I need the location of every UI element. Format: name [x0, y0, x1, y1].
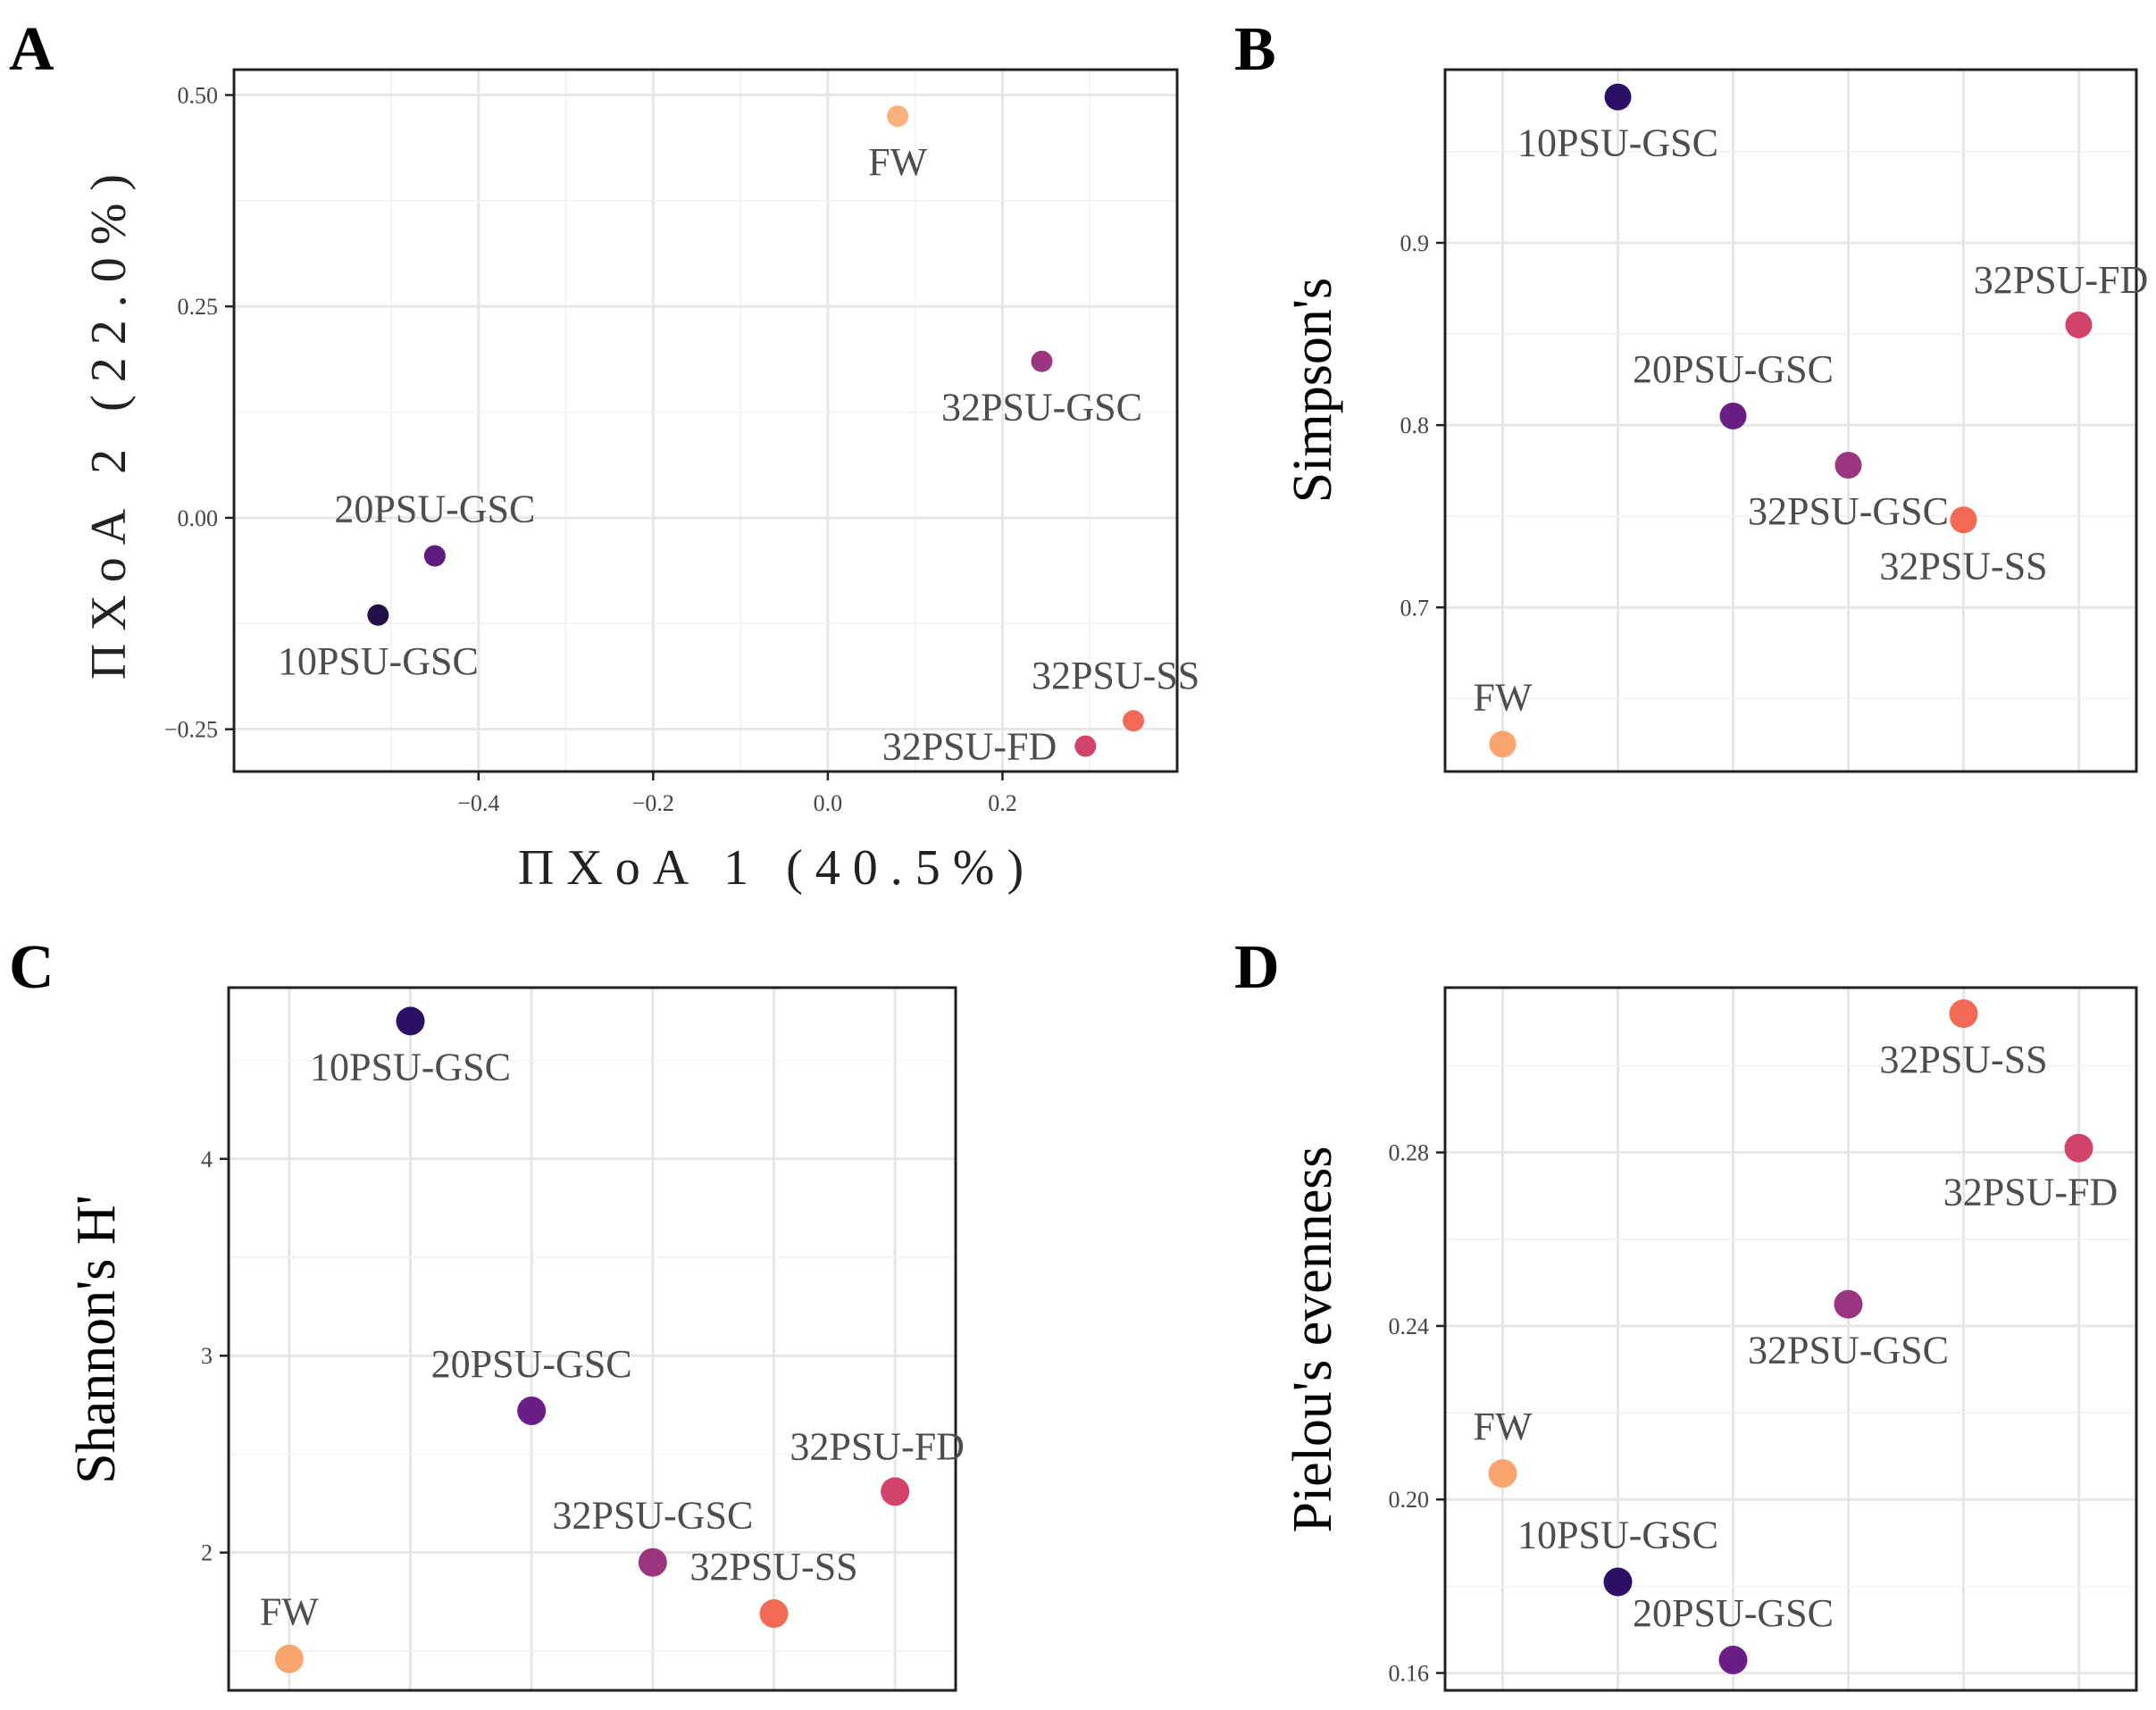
y-tick-label: 2	[201, 1540, 213, 1566]
data-point	[1950, 506, 1977, 534]
data-point	[517, 1396, 547, 1425]
data-point	[1488, 1459, 1517, 1489]
point-label: 20PSU-GSC	[334, 488, 535, 531]
x-tick-label: 0.2	[988, 790, 1017, 816]
y-tick-label: −0.25	[164, 717, 218, 743]
data-point	[1834, 452, 1862, 480]
data-point	[2064, 1133, 2093, 1163]
point-label: 32PSU-GSC	[1748, 1329, 1949, 1372]
plot-frame	[1443, 68, 2138, 773]
data-point	[1834, 1289, 1863, 1319]
point-label: 32PSU-GSC	[1748, 489, 1949, 533]
point-label: FW	[868, 140, 927, 184]
data-point	[1031, 350, 1053, 372]
y-tick-label: 0.16	[1389, 1661, 1430, 1687]
panel-a: A −0.25 0.00 0.25 0.50 −0.4 −0.2 0.0 0.2 ΠΧοΑ 2 (…	[9, 15, 1199, 896]
point-label: 32PSU-FD	[882, 725, 1057, 769]
point-label: 32PSU-SS	[1879, 1038, 2047, 1081]
data-point	[2065, 311, 2093, 338]
data-point	[423, 545, 446, 567]
data-point	[1074, 735, 1097, 757]
data-point	[1123, 710, 1145, 732]
data-point	[638, 1547, 667, 1577]
point-label: 32PSU-GSC	[941, 386, 1142, 430]
y-axis-title: ΠΧοΑ 2 (22.0%)	[81, 162, 137, 680]
y-tick-label: 0.8	[1400, 413, 1430, 438]
data-point	[1489, 730, 1517, 758]
y-tick-label: 0.7	[1400, 595, 1430, 621]
y-tick-label: 0.28	[1389, 1140, 1430, 1166]
y-tick-label: 4	[201, 1147, 213, 1172]
point-label: 20PSU-GSC	[1633, 1591, 1834, 1635]
point-label: 32PSU-SS	[1032, 654, 1199, 697]
point-label: 10PSU-GSC	[310, 1045, 511, 1089]
panel-d: D 0.16 0.20 0.24 0.28 Pielou's evenness 32PSU-…	[1234, 933, 2138, 1692]
panel-c: C 2 3 4 Shannon's H' 10PSU-GSC 20PSU-GSC 32PSU-…	[9, 933, 965, 1692]
y-tick-label: 0.24	[1389, 1314, 1430, 1339]
y-tick-label: 0.25	[178, 294, 219, 320]
data-point	[887, 105, 909, 128]
x-axis-title: ΠΧοΑ 1 (40.5%)	[518, 840, 1036, 896]
x-tick-label: −0.2	[632, 790, 674, 816]
data-point	[274, 1644, 304, 1673]
point-label: 32PSU-FD	[790, 1424, 965, 1468]
x-tick-label: 0.0	[814, 790, 843, 816]
y-tick-label: 0.9	[1400, 230, 1430, 256]
y-tick-label: 0.50	[178, 82, 219, 108]
data-point	[1719, 402, 1747, 430]
panel-b: B 0.7 0.8 0.9 Simpson's 10PSU-GSC 32PSU-FD 20PS…	[1234, 15, 2149, 773]
y-tick-label: 0.20	[1389, 1487, 1430, 1513]
point-label: 10PSU-GSC	[1517, 1514, 1718, 1557]
data-point	[1603, 1567, 1633, 1597]
data-point	[881, 1477, 910, 1506]
y-tick-label: 0.00	[178, 505, 219, 531]
point-label: 10PSU-GSC	[1517, 121, 1718, 165]
plot-frame	[1443, 986, 2138, 1692]
y-axis-title: Pielou's evenness	[1283, 1146, 1343, 1532]
point-label: 32PSU-SS	[689, 1545, 857, 1589]
data-point	[367, 604, 389, 626]
point-label: 32PSU-GSC	[552, 1494, 753, 1538]
y-axis-title: Simpson's	[1283, 278, 1343, 503]
point-label: 20PSU-GSC	[1633, 347, 1834, 391]
y-axis-title: Shannon's H'	[66, 1195, 127, 1484]
point-label: 20PSU-GSC	[431, 1342, 632, 1386]
point-label: 32PSU-SS	[1879, 544, 2047, 588]
panel-letter: D	[1234, 933, 1280, 1002]
panel-letter: B	[1234, 15, 1276, 84]
point-label: FW	[1474, 1405, 1533, 1448]
data-point	[1718, 1645, 1748, 1674]
point-label: FW	[260, 1590, 319, 1634]
x-tick-label: −0.4	[457, 790, 499, 816]
panel-letter: A	[9, 15, 54, 84]
panel-letter: C	[9, 933, 54, 1002]
plot-frame	[227, 986, 957, 1692]
point-label: 32PSU-FD	[1974, 258, 2149, 302]
point-label: 10PSU-GSC	[278, 639, 479, 683]
data-point	[1949, 999, 1978, 1029]
point-label: 32PSU-FD	[1943, 1171, 2118, 1214]
data-point	[759, 1599, 789, 1629]
plot-frame	[232, 68, 1179, 773]
point-label: FW	[1474, 675, 1533, 719]
y-tick-label: 3	[201, 1343, 213, 1369]
data-point	[1604, 83, 1632, 111]
data-point	[396, 1006, 425, 1036]
